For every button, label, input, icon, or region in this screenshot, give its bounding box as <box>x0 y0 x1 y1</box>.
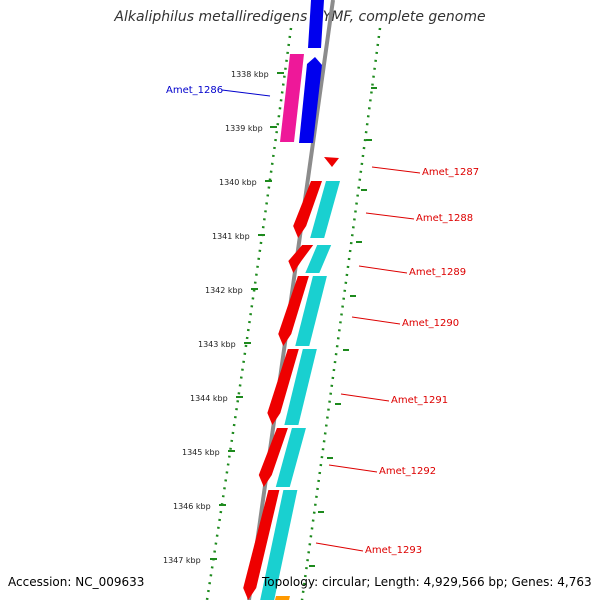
tick-label: 1347 kbp <box>163 556 201 565</box>
tick-label: 1341 kbp <box>212 232 250 241</box>
gene-feature <box>275 428 306 487</box>
gene-feature <box>280 54 304 142</box>
label-leader-line <box>328 464 378 473</box>
cds-feature <box>288 245 314 273</box>
cds-feature <box>324 157 339 167</box>
label-leader-line <box>340 393 390 402</box>
topology-text: Topology: circular; Length: 4,929,566 bp… <box>262 575 592 589</box>
cds-feature <box>299 57 322 143</box>
label-leader-line <box>365 212 415 220</box>
cds-feature <box>278 276 309 346</box>
cds-feature <box>267 349 299 425</box>
gene-label[interactable]: Amet_1287 <box>422 167 479 178</box>
scale-ticks: 1338 kbp 1339 kbp 1340 kbp 1341 kbp 1342 kbp… <box>163 70 377 567</box>
label-leader-line <box>315 542 364 552</box>
gene-label[interactable]: Amet_1288 <box>416 213 473 224</box>
inner-dotted-ring <box>205 27 293 600</box>
gene-feature <box>284 349 317 425</box>
label-leader-line <box>371 166 421 174</box>
gene-labels: Amet_1286 Amet_1287 Amet_1288 Amet_1289 Amet… <box>166 85 479 556</box>
label-leader-line <box>358 265 408 274</box>
cds-feature <box>258 428 288 487</box>
gene-feature <box>275 596 290 600</box>
gene-label[interactable]: Amet_1286 <box>166 85 223 96</box>
gene-features <box>243 0 341 600</box>
gene-feature <box>260 490 298 600</box>
tick-label: 1338 kbp <box>231 70 269 79</box>
tick-label: 1342 kbp <box>205 286 243 295</box>
tick-label: 1344 kbp <box>190 394 228 403</box>
gene-feature <box>310 181 341 238</box>
tick-label: 1339 kbp <box>225 124 263 133</box>
tick-label: 1340 kbp <box>219 178 257 187</box>
gene-feature <box>305 245 332 273</box>
gene-label[interactable]: Amet_1290 <box>402 318 459 329</box>
outer-dotted-ring <box>300 27 382 600</box>
cds-feature <box>293 181 323 238</box>
tick-label: 1346 kbp <box>173 502 211 511</box>
gene-label[interactable]: Amet_1293 <box>365 545 422 556</box>
genome-title: Alkaliphilus metalliredigens QYMF, compl… <box>114 9 486 25</box>
label-leader-line <box>351 316 401 325</box>
gene-label[interactable]: Amet_1292 <box>379 466 436 477</box>
gene-label[interactable]: Amet_1289 <box>409 267 466 278</box>
gene-label[interactable]: Amet_1291 <box>391 395 448 406</box>
cds-feature <box>243 490 280 600</box>
gene-feature <box>295 276 327 346</box>
tick-label: 1343 kbp <box>198 340 236 349</box>
forward-cds-feature <box>308 0 324 48</box>
accession-text: Accession: NC_009633 <box>8 575 145 589</box>
tick-label: 1345 kbp <box>182 448 220 457</box>
label-leader-line <box>221 89 271 97</box>
